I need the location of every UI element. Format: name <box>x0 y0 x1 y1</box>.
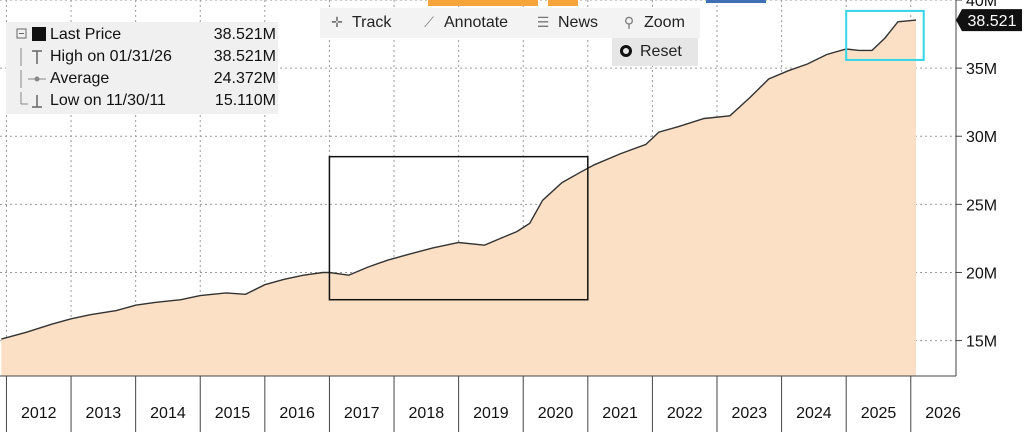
reset-button[interactable]: Reset <box>612 38 698 66</box>
line-series <box>1 19 917 340</box>
news-icon: ☰ <box>536 14 550 30</box>
legend-row-last: Last Price 38.521M <box>6 24 278 46</box>
legend-average-value: 24.372M <box>213 70 276 87</box>
y-tick-label: 15M <box>966 334 997 351</box>
x-tick-label: 2025 <box>861 405 897 422</box>
x-tick-label: 2026 <box>925 405 961 422</box>
highlight-box <box>328 155 589 301</box>
x-tick-label: 2013 <box>86 405 122 422</box>
track-button[interactable]: ✛ Track <box>328 8 391 36</box>
price-tag-text: 38.521 <box>968 13 1017 30</box>
annotation-boxes <box>328 9 925 301</box>
y-axis: 15M 20M 25M 30M 35M 40M <box>956 0 997 351</box>
x-tick-label: 2022 <box>667 405 703 422</box>
x-tick-label: 2018 <box>409 405 445 422</box>
legend-high-value: 38.521M <box>213 48 276 65</box>
toolbar-accent-blue <box>706 0 766 3</box>
legend-row-average: Average 24.372M <box>6 68 278 90</box>
x-tick-label: 2012 <box>21 405 57 422</box>
average-marker-icon <box>20 70 46 88</box>
legend-average-label: Average <box>50 70 110 87</box>
recent-highlight-box <box>845 9 925 61</box>
collapse-square-icon <box>16 27 46 41</box>
area-series <box>1 20 917 376</box>
high-marker-icon <box>20 48 42 66</box>
reset-icon <box>620 45 632 57</box>
toolbar-accent-right <box>548 0 578 6</box>
annotate-button[interactable]: ⟋ Annotate <box>420 8 508 36</box>
legend-row-high: High on 01/31/26 38.521M <box>6 46 278 68</box>
y-tick-label: 25M <box>966 197 997 214</box>
news-label: News <box>558 14 599 31</box>
reset-label: Reset <box>640 43 682 60</box>
y-tick-label: 40M <box>966 0 997 10</box>
low-marker-icon <box>20 92 42 108</box>
x-tick-label: 2024 <box>796 405 832 422</box>
y-tick-label: 20M <box>966 265 997 282</box>
legend: Last Price 38.521M High on 01/31/26 38.5… <box>6 22 278 114</box>
legend-last-value: 38.521M <box>213 26 276 43</box>
legend-low-value: 15.110M <box>214 92 276 109</box>
toolbar-accent-left <box>428 0 538 6</box>
legend-last-label: Last Price <box>50 26 122 43</box>
news-button[interactable]: ☰ News <box>534 8 598 36</box>
x-tick-label: 2023 <box>732 405 768 422</box>
x-tick-label: 2017 <box>344 405 380 422</box>
pencil-icon: ⟋ <box>424 14 434 30</box>
price-tag-shape <box>956 9 1022 32</box>
x-tick-label: 2016 <box>279 405 315 422</box>
zoom-button[interactable]: ⚲ Zoom <box>620 8 685 36</box>
price-tag: 38.521 <box>956 9 1022 32</box>
annotate-label: Annotate <box>444 14 509 31</box>
legend-high-label: High on 01/31/26 <box>50 48 172 65</box>
x-axis: 2012 2013 2014 2015 2016 2017 2018 2019 2020 2021… <box>5 376 961 432</box>
x-tick-label: 2021 <box>602 405 638 422</box>
y-tick-label: 30M <box>966 129 997 146</box>
crosshair-icon: ✛ <box>331 14 343 30</box>
track-label: Track <box>352 14 392 31</box>
x-tick-label: 2014 <box>150 405 186 422</box>
y-tick-label: 35M <box>966 61 997 78</box>
x-tick-label: 2019 <box>473 405 509 422</box>
legend-row-low: Low on 11/30/11 15.110M <box>6 90 278 112</box>
x-tick-label: 2015 <box>215 405 251 422</box>
magnifier-icon: ⚲ <box>623 14 635 30</box>
zoom-label: Zoom <box>644 14 685 31</box>
chart-toolbar <box>320 8 700 38</box>
legend-low-label: Low on 11/30/11 <box>50 92 166 109</box>
x-tick-label: 2020 <box>538 405 574 422</box>
